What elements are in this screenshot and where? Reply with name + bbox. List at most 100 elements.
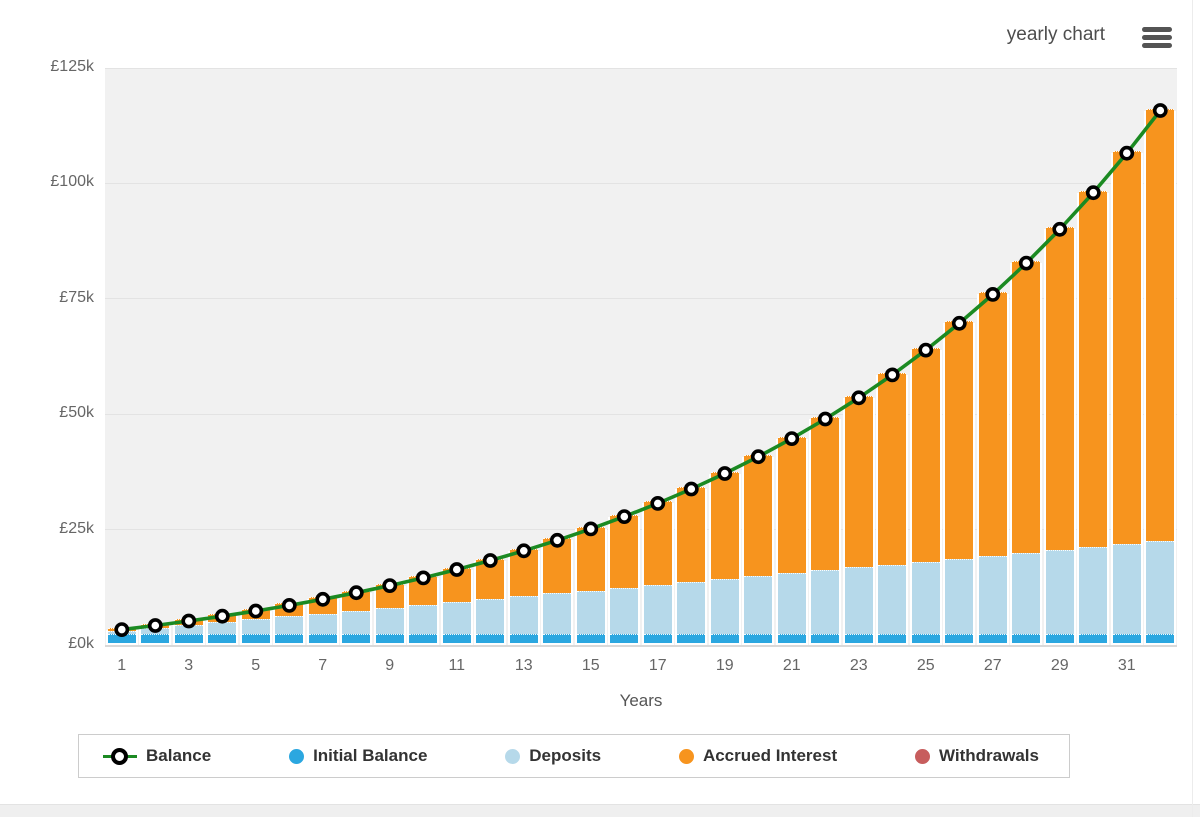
bar-segment-deposits[interactable]: [208, 622, 237, 634]
bar-segment-deposits[interactable]: [677, 581, 706, 634]
bar-segment-deposits[interactable]: [777, 573, 806, 634]
bar-segment-initial-balance[interactable]: [744, 633, 773, 643]
stacked-bar-year-21[interactable]: [775, 436, 808, 645]
bar-segment-accrued-interest[interactable]: [844, 395, 873, 568]
bar-segment-deposits[interactable]: [576, 590, 605, 634]
bar-segment-initial-balance[interactable]: [509, 633, 538, 643]
bar-segment-deposits[interactable]: [811, 570, 840, 634]
balance-marker-year-12[interactable]: [482, 553, 498, 568]
bar-segment-deposits[interactable]: [978, 555, 1007, 634]
bar-segment-initial-balance[interactable]: [275, 633, 304, 643]
balance-marker-year-4[interactable]: [214, 608, 230, 624]
stacked-bar-year-14[interactable]: [541, 538, 574, 645]
bar-segment-accrued-interest[interactable]: [744, 454, 773, 577]
bar-segment-deposits[interactable]: [1079, 547, 1108, 634]
stacked-bar-year-17[interactable]: [641, 501, 674, 645]
balance-marker-year-14[interactable]: [549, 532, 565, 548]
bar-segment-initial-balance[interactable]: [1012, 633, 1041, 643]
balance-marker-year-15[interactable]: [583, 521, 599, 537]
stacked-bar-year-9[interactable]: [373, 583, 406, 645]
bar-segment-initial-balance[interactable]: [945, 633, 974, 643]
balance-marker-year-26[interactable]: [951, 315, 967, 331]
stacked-bar-year-27[interactable]: [976, 292, 1009, 645]
bar-segment-deposits[interactable]: [610, 587, 639, 634]
hamburger-icon[interactable]: [1142, 27, 1172, 48]
bar-segment-deposits[interactable]: [911, 561, 940, 634]
bar-segment-accrued-interest[interactable]: [1079, 190, 1108, 548]
bar-segment-initial-balance[interactable]: [777, 633, 806, 643]
bar-segment-deposits[interactable]: [409, 604, 438, 634]
stacked-bar-year-11[interactable]: [440, 567, 473, 645]
balance-marker-year-21[interactable]: [784, 431, 800, 446]
bar-segment-accrued-interest[interactable]: [610, 514, 639, 588]
bar-segment-initial-balance[interactable]: [1146, 633, 1175, 643]
bar-segment-initial-balance[interactable]: [409, 633, 438, 643]
legend-item-balance[interactable]: Balance: [103, 746, 211, 766]
stacked-bar-year-12[interactable]: [474, 558, 507, 645]
bar-segment-initial-balance[interactable]: [174, 633, 203, 643]
bar-segment-deposits[interactable]: [744, 576, 773, 634]
bar-segment-initial-balance[interactable]: [878, 633, 907, 643]
bar-segment-initial-balance[interactable]: [911, 633, 940, 643]
stacked-bar-year-25[interactable]: [909, 348, 942, 645]
stacked-bar-year-23[interactable]: [842, 395, 875, 645]
stacked-bar-year-13[interactable]: [507, 548, 540, 645]
bar-segment-accrued-interest[interactable]: [1146, 108, 1175, 542]
legend-item-initial-balance[interactable]: Initial Balance: [289, 746, 427, 766]
bar-segment-initial-balance[interactable]: [375, 633, 404, 643]
balance-marker-year-1[interactable]: [114, 622, 130, 637]
stacked-bar-year-8[interactable]: [340, 590, 373, 645]
balance-marker-year-10[interactable]: [415, 570, 431, 586]
bar-segment-deposits[interactable]: [1045, 550, 1074, 634]
balance-marker-year-9[interactable]: [382, 578, 398, 593]
balance-marker-year-27[interactable]: [985, 286, 1001, 302]
bar-segment-deposits[interactable]: [1012, 553, 1041, 634]
bar-segment-deposits[interactable]: [342, 610, 371, 634]
bar-segment-initial-balance[interactable]: [241, 633, 270, 643]
stacked-bar-year-32[interactable]: [1144, 108, 1177, 645]
bar-segment-accrued-interest[interactable]: [777, 436, 806, 574]
balance-marker-year-31[interactable]: [1119, 145, 1135, 161]
bar-segment-accrued-interest[interactable]: [1045, 227, 1074, 551]
bar-segment-initial-balance[interactable]: [677, 633, 706, 643]
bar-segment-accrued-interest[interactable]: [978, 292, 1007, 556]
bar-segment-accrued-interest[interactable]: [945, 321, 974, 559]
balance-marker-year-8[interactable]: [348, 585, 364, 601]
bar-segment-initial-balance[interactable]: [141, 633, 170, 643]
bar-segment-deposits[interactable]: [275, 616, 304, 634]
stacked-bar-year-16[interactable]: [608, 514, 641, 645]
bar-segment-deposits[interactable]: [945, 558, 974, 634]
stacked-bar-year-31[interactable]: [1110, 151, 1143, 645]
balance-marker-year-20[interactable]: [750, 449, 766, 465]
balance-marker-year-19[interactable]: [717, 466, 733, 481]
balance-marker-year-18[interactable]: [683, 481, 699, 497]
bar-segment-initial-balance[interactable]: [1045, 633, 1074, 643]
bar-segment-deposits[interactable]: [442, 602, 471, 634]
bar-segment-deposits[interactable]: [1146, 541, 1175, 634]
bar-segment-initial-balance[interactable]: [308, 633, 337, 643]
balance-marker-year-13[interactable]: [516, 543, 532, 559]
bar-segment-deposits[interactable]: [710, 578, 739, 634]
balance-marker-year-29[interactable]: [1052, 221, 1068, 237]
balance-marker-year-7[interactable]: [315, 591, 331, 607]
bar-segment-deposits[interactable]: [844, 567, 873, 634]
balance-marker-year-24[interactable]: [884, 367, 900, 383]
stacked-bar-year-18[interactable]: [675, 487, 708, 645]
balance-marker-year-22[interactable]: [817, 411, 833, 427]
balance-marker-year-3[interactable]: [181, 613, 197, 629]
bar-segment-initial-balance[interactable]: [1079, 633, 1108, 643]
balance-marker-year-2[interactable]: [147, 618, 163, 633]
bar-segment-initial-balance[interactable]: [710, 633, 739, 643]
bar-segment-initial-balance[interactable]: [643, 633, 672, 643]
bar-segment-accrued-interest[interactable]: [710, 471, 739, 579]
bar-segment-accrued-interest[interactable]: [911, 348, 940, 562]
bar-segment-initial-balance[interactable]: [811, 633, 840, 643]
balance-marker-year-11[interactable]: [449, 562, 465, 577]
balance-marker-year-16[interactable]: [616, 509, 632, 524]
bar-segment-initial-balance[interactable]: [442, 633, 471, 643]
stacked-bar-year-24[interactable]: [876, 372, 909, 645]
bar-segment-initial-balance[interactable]: [476, 633, 505, 643]
bar-segment-accrued-interest[interactable]: [811, 417, 840, 571]
bar-segment-deposits[interactable]: [375, 607, 404, 634]
bar-segment-initial-balance[interactable]: [576, 633, 605, 643]
